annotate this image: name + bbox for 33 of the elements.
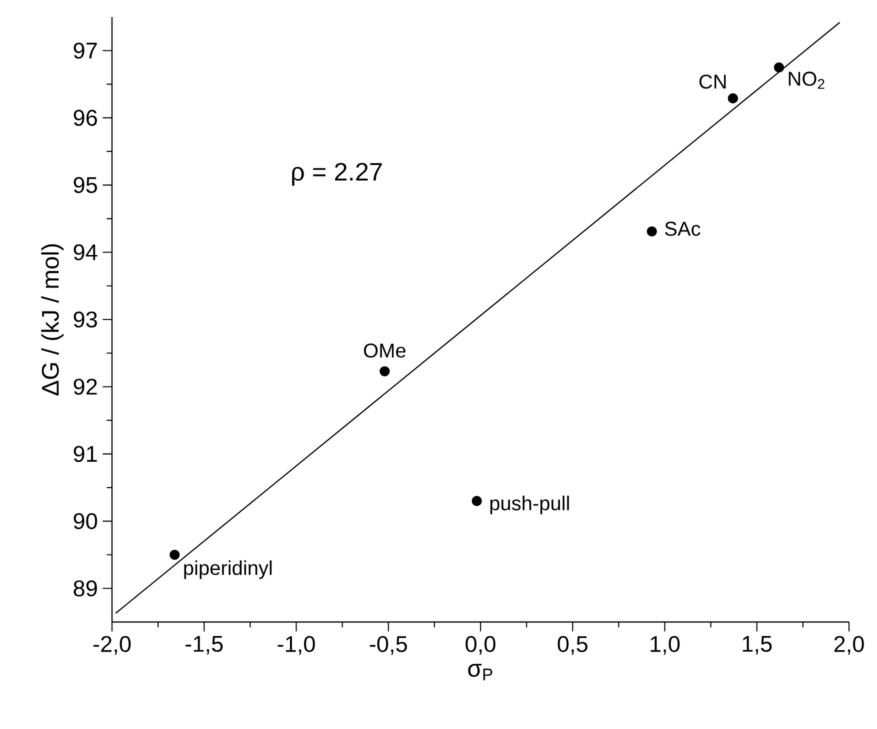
annotation: OMe — [364, 343, 406, 358]
annotation: CN — [699, 74, 726, 89]
x-tick-label: -2,0 — [93, 636, 131, 655]
y-axis-title: ΔG / (kJ / mol) — [41, 244, 64, 396]
y-tick-label: 92 — [74, 378, 97, 395]
x-tick-label: 0,5 — [558, 636, 588, 655]
point — [646, 226, 657, 237]
annotation: push-pull — [490, 496, 569, 514]
y-tick-label: 91 — [74, 446, 97, 462]
y-tick-label: 96 — [74, 110, 97, 126]
x-tick-label: 0,0 — [466, 636, 496, 655]
y-tick-label: 94 — [74, 244, 98, 260]
point — [170, 550, 180, 560]
y-tick-label: 95 — [74, 177, 97, 194]
x-axis-title: σ$_{P}$ — [468, 664, 492, 680]
point — [380, 366, 390, 376]
x-tick-label: -1,0 — [278, 636, 315, 655]
point — [472, 496, 482, 506]
y-tick-label: 89 — [74, 580, 97, 596]
y-tick-label: 90 — [74, 513, 98, 530]
annotation: SAc — [665, 222, 700, 236]
y-tick-label: 93 — [74, 311, 97, 328]
x-tick-label: 2,0 — [834, 636, 864, 655]
x-tick-label: 1,0 — [650, 636, 680, 655]
annotation: NO$_{2}$ — [788, 72, 824, 89]
annotation: piperidinyl — [184, 560, 272, 580]
annotation: ρ = 2.27 — [292, 162, 382, 186]
x-tick-label: -1,5 — [186, 636, 223, 655]
x-tick-label: 1,5 — [742, 636, 772, 655]
point — [774, 62, 784, 72]
point — [728, 93, 738, 104]
x-tick-label: -0,5 — [370, 636, 407, 655]
y-tick-label: 97 — [74, 42, 97, 59]
